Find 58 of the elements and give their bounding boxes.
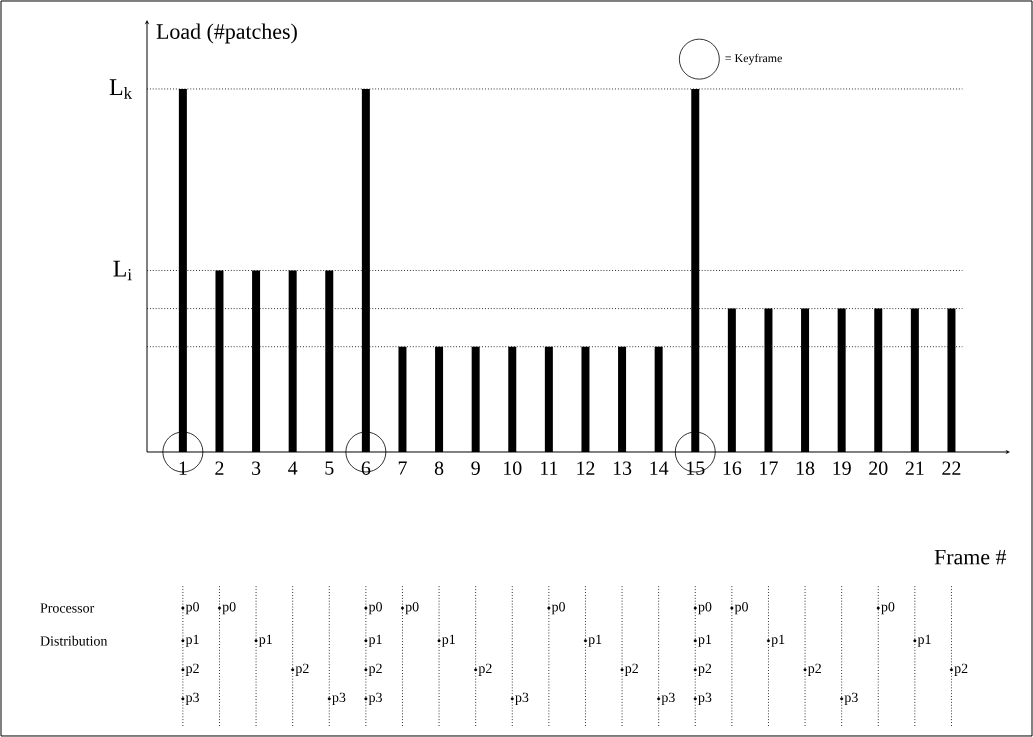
x-tick-label: 9: [471, 461, 480, 475]
x-tick-label: 18: [796, 461, 815, 475]
x-tick-label: 11: [541, 461, 558, 475]
text: p3: [844, 692, 858, 705]
series-label: p3: [515, 692, 529, 705]
text: p2: [954, 663, 968, 676]
y-axis-title: Load (#patches): [156, 23, 297, 44]
text: p1: [917, 634, 931, 647]
series-label: p2: [185, 663, 199, 676]
text: p0: [405, 601, 419, 615]
text: p3: [332, 692, 346, 705]
x-tick-label: 12: [577, 461, 595, 475]
x-tick-label: 16: [723, 461, 742, 475]
x-tick-label: 10: [504, 461, 522, 475]
legend-label: = Keyframe: [725, 53, 782, 65]
x-tick-label: 4: [288, 461, 298, 475]
text: p3: [185, 692, 199, 705]
text: p1: [588, 634, 602, 647]
text: p1: [258, 634, 272, 647]
x-tick-label: 7: [398, 461, 407, 475]
x-tick-label: 8: [434, 461, 444, 475]
text: p2: [478, 663, 492, 676]
text: p0: [734, 601, 748, 615]
x-tick-label: 3: [252, 461, 261, 475]
x-tick-label: 17: [760, 461, 778, 475]
text: p0: [368, 601, 382, 615]
x-tick-label: 13: [613, 461, 632, 475]
text: p2: [807, 663, 821, 676]
text: Distribution: [40, 635, 108, 646]
text: p2: [624, 663, 638, 676]
text: p1: [771, 634, 785, 647]
x-tick-label: 21: [905, 461, 924, 475]
x-tick-label: 14: [650, 461, 669, 475]
x-tick-label: 20: [869, 461, 888, 475]
series-label: p0: [185, 601, 199, 615]
text: p2: [295, 663, 309, 676]
x-axis-title: Frame #: [934, 549, 1007, 565]
text: p0: [222, 601, 236, 615]
x-tick-label: 22: [942, 461, 961, 475]
text: p1: [698, 634, 712, 647]
x-tick-label: 1: [179, 461, 187, 475]
text: p1: [441, 634, 455, 647]
ref-line-label: L$_{k}$: [109, 79, 133, 99]
text: p3: [698, 692, 712, 705]
text: p2: [368, 663, 382, 676]
text: Processor: [40, 603, 95, 613]
x-tick-label: 2: [215, 461, 224, 475]
text: p0: [881, 601, 895, 615]
text: p3: [368, 692, 382, 705]
text: p1: [368, 634, 382, 647]
x-tick-label: 5: [325, 461, 334, 475]
x-tick-label: 19: [833, 461, 851, 475]
text: p3: [661, 692, 675, 705]
text: p0: [698, 601, 712, 615]
text: p2: [698, 663, 712, 676]
text: p0: [551, 601, 565, 615]
series-label: p1: [185, 634, 199, 647]
ref-line-label: L$_{i}$: [113, 260, 132, 281]
